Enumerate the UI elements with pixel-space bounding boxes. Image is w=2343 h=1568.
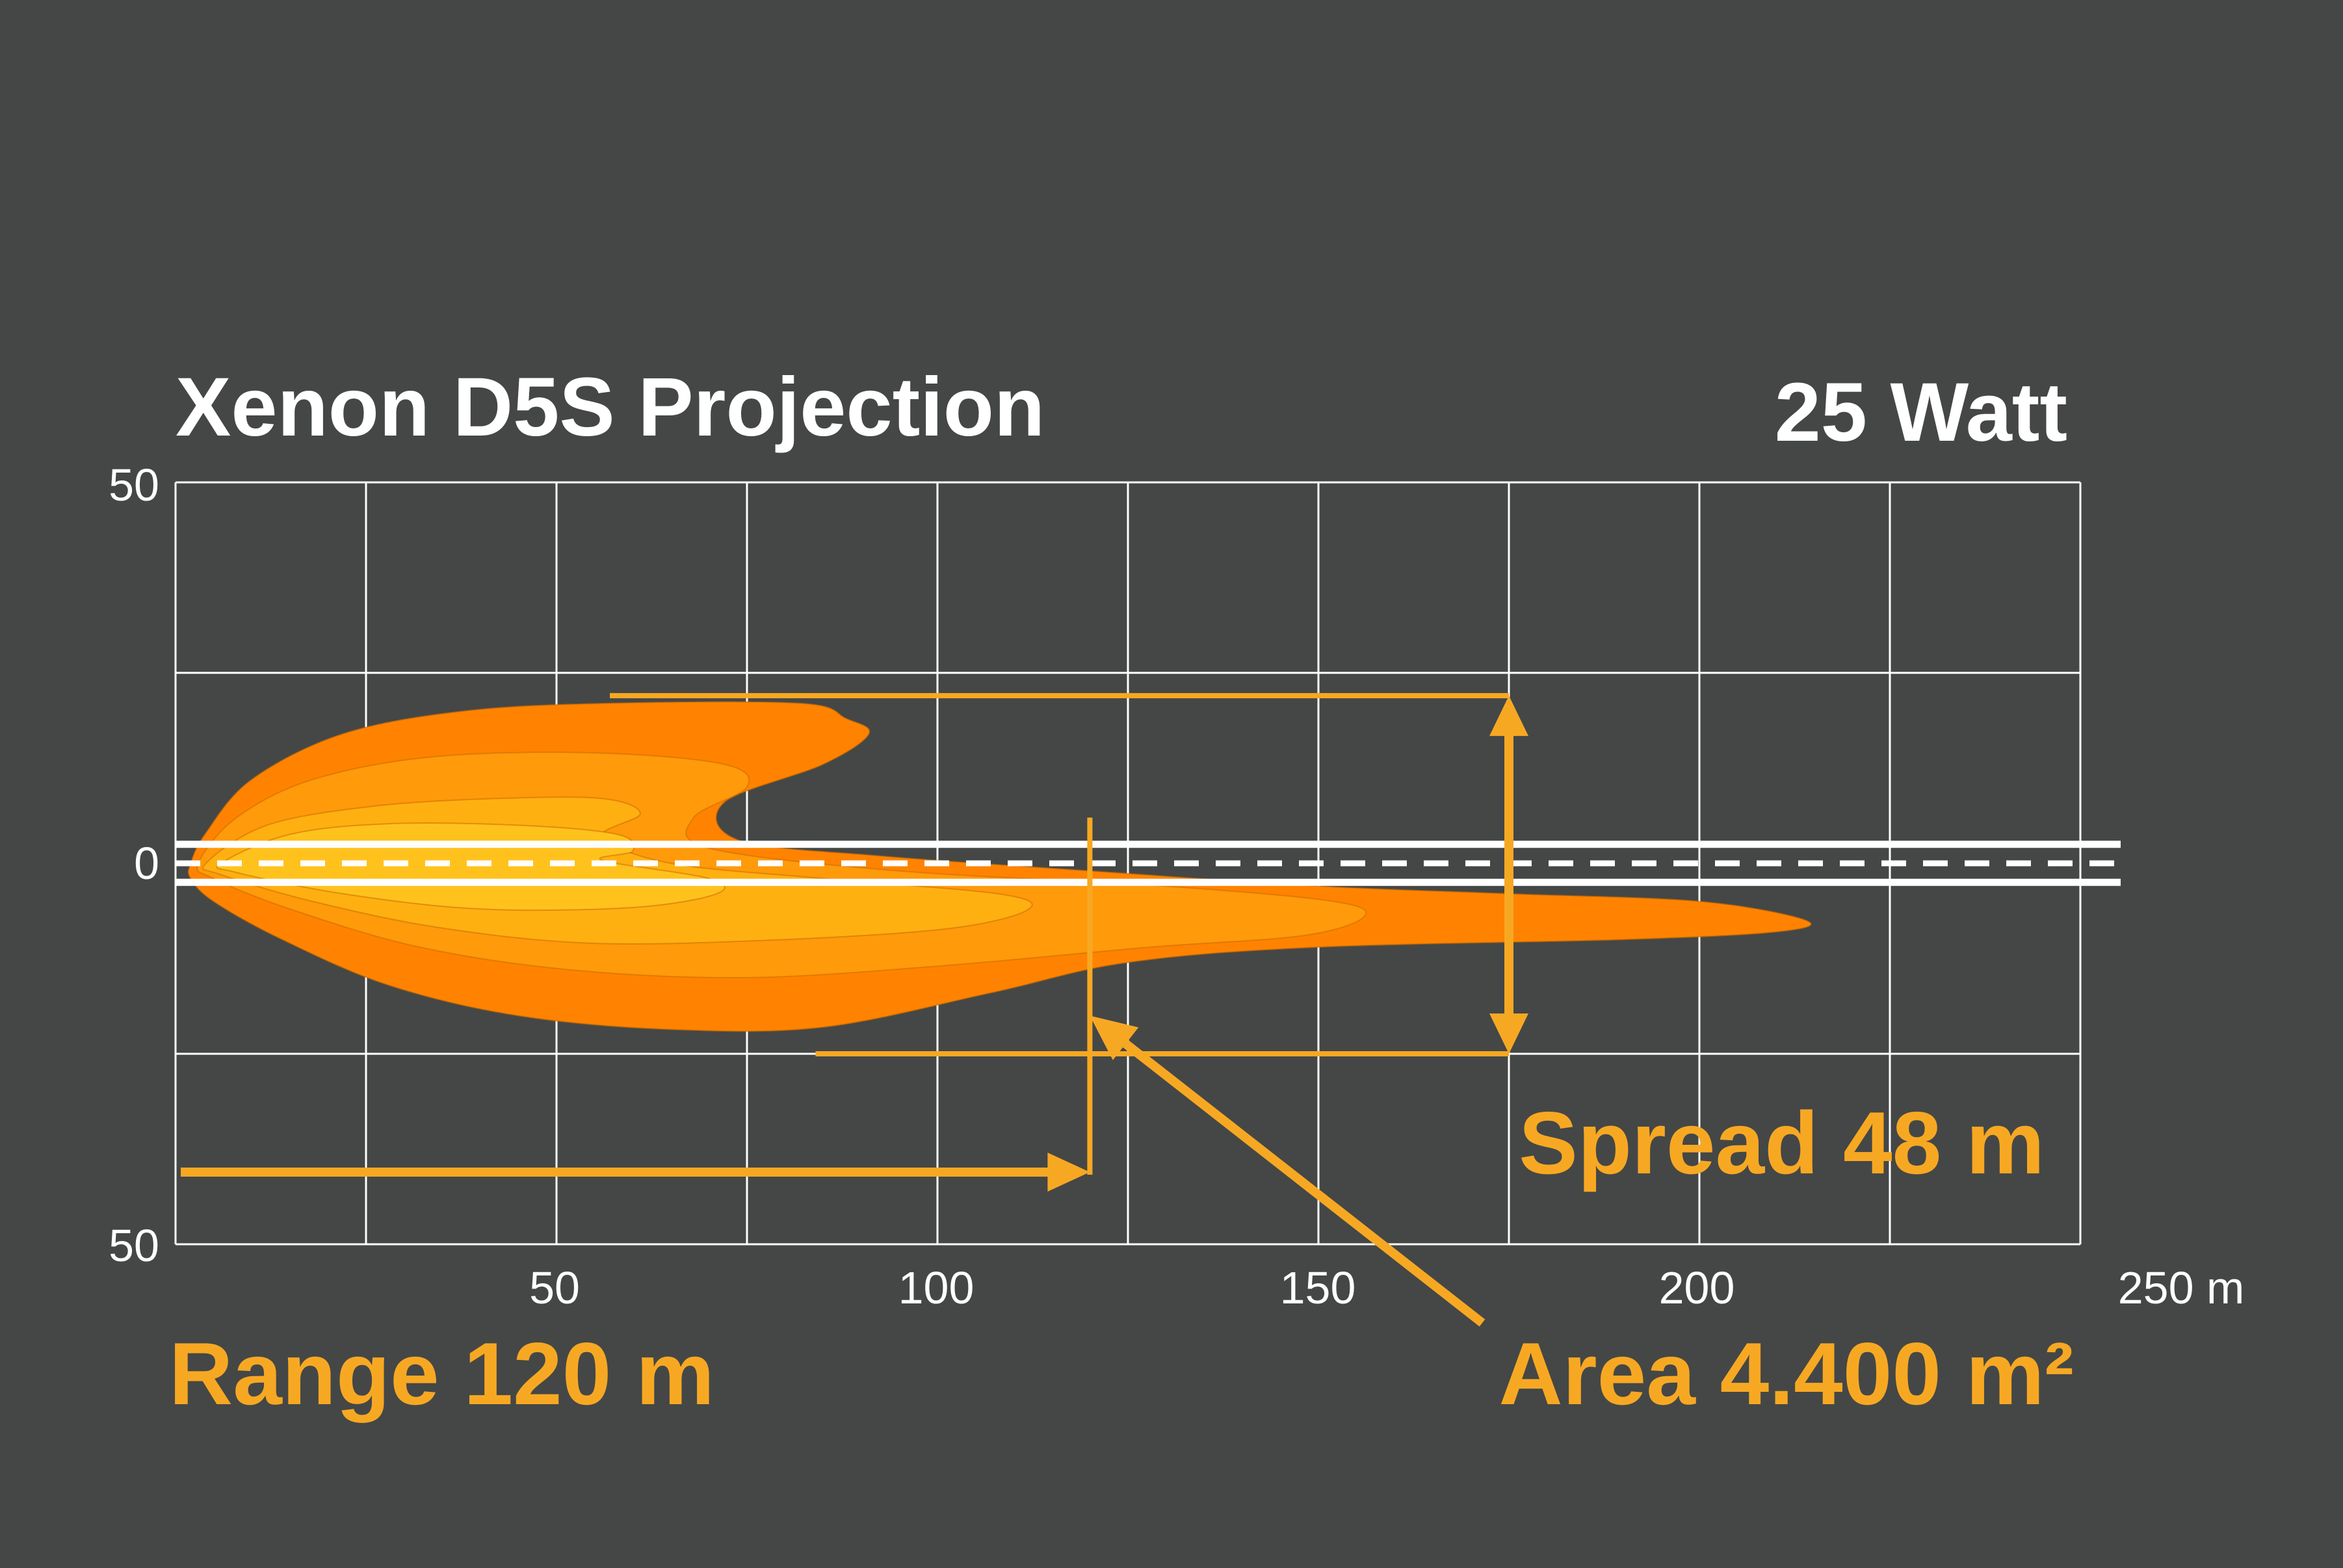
- x-tick-label-50: 50: [529, 1262, 580, 1313]
- spread-annotation: Spread 48 m: [1519, 1093, 2045, 1192]
- area-annotation: Area 4.400 m²: [1499, 1324, 2074, 1423]
- y-tick-label-top: 50: [109, 460, 159, 510]
- area-pointer-arrowhead: [1090, 1015, 1139, 1060]
- y-tick-label-bottom: 50: [109, 1220, 159, 1271]
- chart-subtitle: 25 Watt: [1775, 366, 2067, 459]
- range-annotation: Range 120 m: [169, 1324, 714, 1423]
- x-tick-label-250: 250 m: [2118, 1262, 2245, 1313]
- x-tick-label-200: 200: [1659, 1262, 1735, 1313]
- lane-reference-lines: [176, 841, 2121, 886]
- dimension-markers: [181, 693, 1528, 1327]
- spread-arrowhead-up: [1489, 696, 1528, 737]
- beam-pattern: [187, 701, 1812, 1032]
- x-tick-label-150: 150: [1280, 1262, 1356, 1313]
- range-arrowhead: [1047, 1153, 1090, 1192]
- y-tick-label-zero: 0: [134, 838, 159, 889]
- spread-arrowhead-down: [1489, 1013, 1528, 1054]
- x-tick-label-100: 100: [898, 1262, 975, 1313]
- area-pointer-shaft: [1123, 1040, 1486, 1327]
- chart-title: Xenon D5S Projection: [176, 361, 1045, 454]
